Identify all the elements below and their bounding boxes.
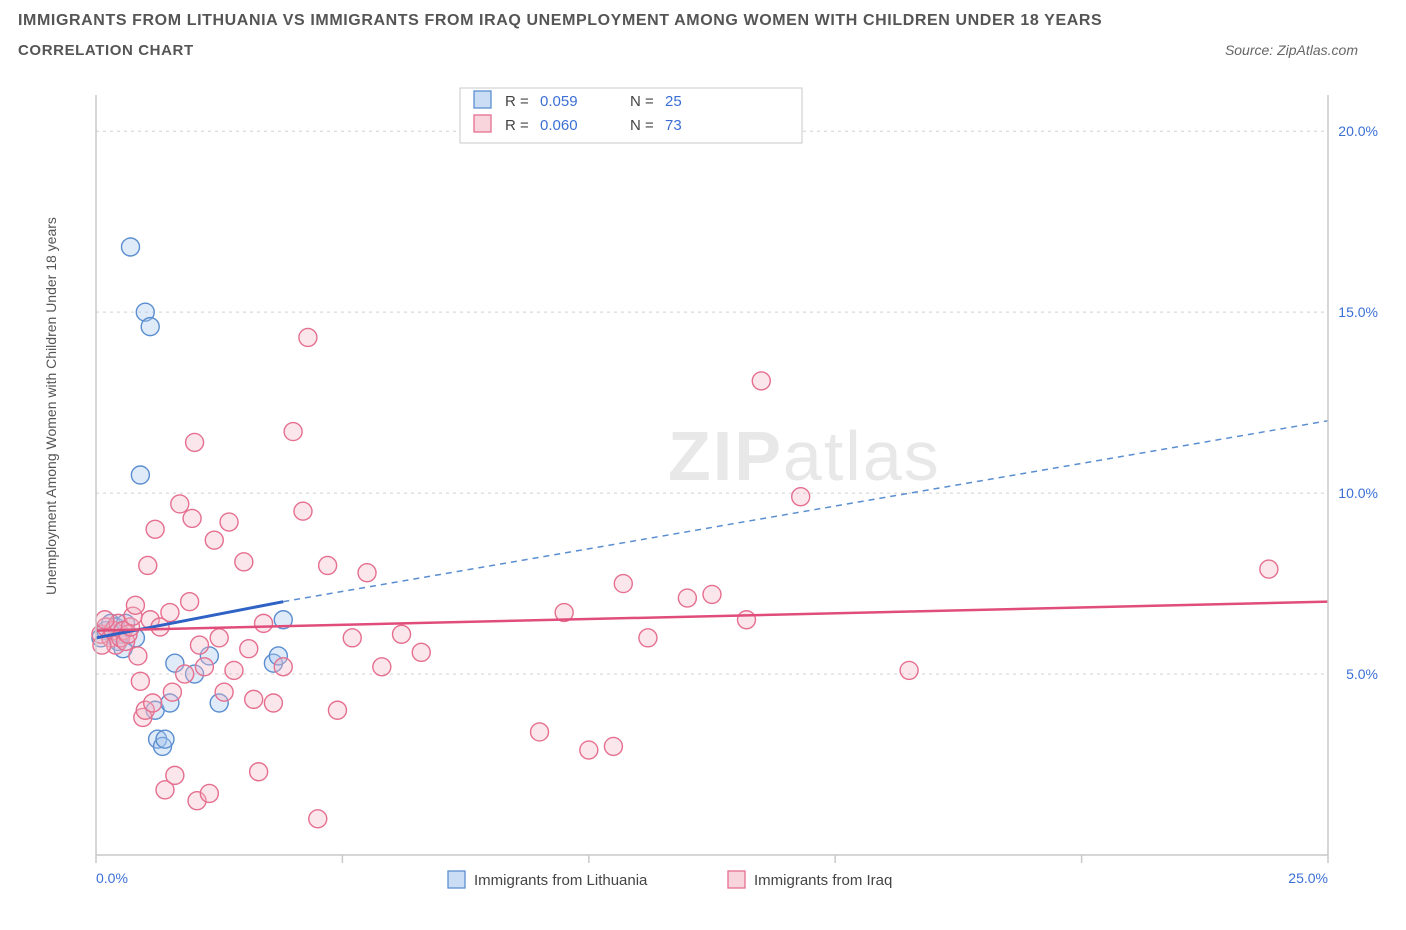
data-point [215, 683, 233, 701]
data-point [319, 556, 337, 574]
data-point [412, 643, 430, 661]
legend-r-value: 0.059 [540, 93, 578, 110]
y-tick-label: 20.0% [1338, 123, 1378, 139]
data-point [614, 575, 632, 593]
data-point [126, 596, 144, 614]
scatter-chart-svg: ZIPatlas 0.0% 25.0% 5.0% 10.0% 15.0% 20.0% Unem… [18, 85, 1388, 920]
data-point [200, 784, 218, 802]
data-point [146, 520, 164, 538]
data-point [245, 690, 263, 708]
x-tick-label: 0.0% [96, 870, 128, 886]
data-point [121, 238, 139, 256]
y-tick-label: 5.0% [1346, 666, 1378, 682]
data-point [181, 593, 199, 611]
data-point [264, 694, 282, 712]
legend-n-value: 73 [665, 117, 682, 134]
data-point [604, 737, 622, 755]
data-point [531, 723, 549, 741]
data-point [141, 318, 159, 336]
data-point [139, 556, 157, 574]
data-point [96, 611, 114, 629]
legend-r-label: R = [505, 117, 529, 134]
y-axis-label: Unemployment Among Women with Children U… [43, 217, 59, 595]
legend-swatch [474, 115, 491, 132]
data-point [210, 629, 228, 647]
data-point [183, 509, 201, 527]
data-point [250, 763, 268, 781]
data-point [235, 553, 253, 571]
data-point [225, 661, 243, 679]
data-point [299, 328, 317, 346]
data-point [284, 423, 302, 441]
data-point [205, 531, 223, 549]
data-point [328, 701, 346, 719]
y-tick-label: 10.0% [1338, 485, 1378, 501]
data-point [255, 614, 273, 632]
data-point [393, 625, 411, 643]
legend-n-label: N = [630, 93, 654, 110]
legend-swatch [448, 871, 465, 888]
data-point [752, 372, 770, 390]
data-point [274, 658, 292, 676]
data-point [163, 683, 181, 701]
data-point [195, 658, 213, 676]
data-point [703, 585, 721, 603]
legend-series-label: Immigrants from Iraq [754, 872, 892, 889]
data-point [220, 513, 238, 531]
data-point [343, 629, 361, 647]
data-point [358, 564, 376, 582]
legend-n-value: 25 [665, 93, 682, 110]
data-point [144, 694, 162, 712]
legend-swatch [474, 91, 491, 108]
legend-r-value: 0.060 [540, 117, 578, 134]
data-point [309, 810, 327, 828]
data-point [580, 741, 598, 759]
data-point [792, 488, 810, 506]
source-label: Source: ZipAtlas.com [1225, 42, 1358, 58]
chart-header: IMMIGRANTS FROM LITHUANIA VS IMMIGRANTS … [0, 0, 1406, 59]
legend-swatch [728, 871, 745, 888]
data-point [240, 640, 258, 658]
data-point [737, 611, 755, 629]
data-point [900, 661, 918, 679]
data-point [131, 672, 149, 690]
data-point [129, 647, 147, 665]
chart-subtitle: CORRELATION CHART [18, 42, 194, 59]
legend-series-label: Immigrants from Lithuania [474, 872, 648, 889]
data-point [678, 589, 696, 607]
data-point [186, 433, 204, 451]
data-point [294, 502, 312, 520]
subtitle-row: CORRELATION CHART Source: ZipAtlas.com [18, 42, 1388, 59]
data-point [161, 604, 179, 622]
data-point [171, 495, 189, 513]
data-point [176, 665, 194, 683]
data-point [166, 766, 184, 784]
data-point [190, 636, 208, 654]
legend-r-label: R = [505, 93, 529, 110]
data-point [156, 730, 174, 748]
data-point [1260, 560, 1278, 578]
data-point [373, 658, 391, 676]
chart-area: ZIPatlas 0.0% 25.0% 5.0% 10.0% 15.0% 20.0% Unem… [18, 85, 1388, 920]
data-point [131, 466, 149, 484]
chart-title: IMMIGRANTS FROM LITHUANIA VS IMMIGRANTS … [18, 12, 1388, 30]
watermark: ZIPatlas [668, 417, 941, 495]
x-tick-label: 25.0% [1288, 870, 1328, 886]
y-tick-label: 15.0% [1338, 304, 1378, 320]
legend-n-label: N = [630, 117, 654, 134]
data-point [639, 629, 657, 647]
